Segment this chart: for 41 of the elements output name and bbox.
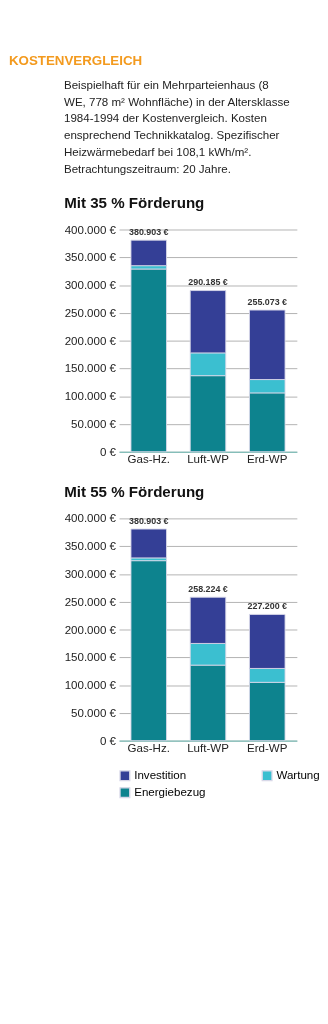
total-label: 380.903 € (129, 515, 169, 526)
y-tick-label: 250.000 € (64, 595, 117, 608)
y-tick-label: 50.000 € (71, 418, 117, 430)
total-label: 258.224 € (188, 583, 228, 594)
legend-label: Wartung (276, 769, 320, 782)
y-tick-label: 300.000 € (64, 279, 117, 292)
text: KOSTENVERGLEICH (8, 53, 143, 69)
chart-title: Mit 55 % Förderung (64, 483, 205, 501)
y-tick-label: 250.000 € (64, 306, 117, 319)
x-tick-label: Erd-WP (247, 741, 288, 754)
bar (130, 560, 167, 742)
bar (130, 239, 167, 267)
total-label: 380.903 € (129, 226, 169, 237)
bar (130, 268, 167, 453)
y-tick-label: 100.000 € (64, 679, 117, 692)
x-tick-label: Luft-WP (187, 741, 230, 754)
x-tick-label: Erd-WP (247, 452, 288, 465)
legend-label: Energiebezug (134, 786, 206, 799)
legend-label: Investition (134, 769, 187, 782)
y-tick-label: 400.000 € (64, 223, 117, 236)
y-tick-label: 400.000 € (64, 512, 117, 525)
y-tick-label: 0 € (99, 445, 117, 458)
total-label: 255.073 € (247, 296, 288, 307)
bar (130, 528, 167, 559)
total-label: 290.185 € (188, 277, 228, 288)
y-tick-label: 150.000 € (64, 651, 117, 664)
total-label: 227.200 € (247, 601, 288, 612)
y-tick-label: 50.000 € (71, 706, 117, 719)
y-tick-label: 300.000 € (64, 568, 117, 580)
x-tick-label: Gas-Hz. (127, 452, 170, 465)
x-tick-label: Luft-WP (187, 452, 230, 465)
x-tick-label: Gas-Hz. (127, 741, 170, 754)
y-tick-label: 350.000 € (64, 540, 117, 553)
y-tick-label: 0 € (99, 734, 117, 747)
y-tick-label: 350.000 € (64, 251, 117, 264)
y-tick-label: 150.000 € (64, 362, 117, 375)
y-tick-label: 200.000 € (64, 334, 117, 347)
y-tick-label: 100.000 € (64, 390, 117, 403)
text: Beispielhaft für ein Mehrparteienhaus (8 WE, 778 m² Wohnfläche) in der Altersklasse 1984-1994 der Kostenvergleich. Kosten ensprechend Technikkatalog. Spezifischer Heizwärmebedarf bei 108,1 kWh/m². Betrachtungszeitraum: 20 Jahre. (64, 78, 290, 176)
y-tick-label: 200.000 € (64, 623, 117, 636)
chart-title: Mit 35 % Förderung (64, 194, 205, 212)
